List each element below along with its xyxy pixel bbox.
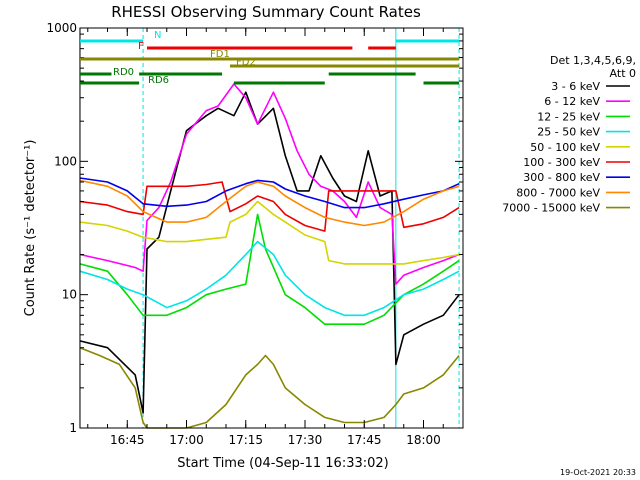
x-tick-label-5: 18:00 (406, 433, 441, 447)
flag-label-rd0: RD0 (113, 67, 134, 78)
x-axis-label: Start Time (04-Sep-11 16:33:02) (177, 456, 388, 471)
legend-label-7: 800 - 7000 keV (516, 186, 600, 199)
plot-frame (79, 27, 464, 429)
axis-ticks: 1 10 100 1000 16:45 17:00 17:15 17:30 17:45 18:00 (46, 21, 464, 447)
legend-label-6: 300 - 800 keV (523, 171, 600, 184)
series-line-0 (79, 91, 460, 414)
legend-label-4: 50 - 100 keV (530, 141, 600, 154)
series-line-3 (79, 240, 460, 317)
series-line-6 (79, 177, 460, 209)
flag-label-n: N (154, 30, 161, 41)
series-line-1 (79, 83, 460, 285)
legend-header-0: Det 1,3,4,5,6,9, (550, 54, 636, 67)
legend-label-3: 25 - 50 keV (537, 126, 600, 139)
x-tick-label-2: 17:15 (228, 433, 263, 447)
y-tick-label-1: 10 (62, 288, 77, 302)
y-tick-label-2: 100 (54, 154, 77, 168)
x-tick-label-4: 17:45 (347, 433, 382, 447)
series-line-8 (79, 346, 460, 429)
chart-title: RHESSI Observing Summary Count Rates (111, 3, 421, 21)
legend-label-5: 100 - 300 keV (523, 156, 600, 169)
series-line-7 (79, 179, 460, 227)
legend: Det 1,3,4,5,6,9,Att 0 3 - 6 keV 6 - 12 keV… (502, 54, 636, 215)
flag-label-fd2: FD2 (236, 57, 256, 68)
flag-bars: NF FD1 FD2 RD0 RD6 (80, 30, 460, 86)
y-tick-label-3: 1000 (46, 21, 77, 35)
legend-header-1: Att 0 (610, 67, 636, 80)
flag-label-rd6: RD6 (148, 75, 169, 86)
series-line-4 (79, 200, 460, 265)
y-tick-label-0: 1 (69, 421, 77, 435)
flag-label-f: F (138, 41, 144, 52)
legend-label-2: 12 - 25 keV (537, 110, 600, 123)
x-tick-label-0: 16:45 (110, 433, 145, 447)
legend-label-0: 3 - 6 keV (551, 80, 600, 93)
y-axis-label: Count Rate (s⁻¹ detector⁻¹) (23, 140, 38, 317)
legend-label-1: 6 - 12 keV (544, 95, 600, 108)
timestamp: 19-Oct-2021 20:33 (560, 468, 636, 477)
series-line-5 (79, 181, 460, 232)
flag-label-fd1: FD1 (210, 49, 230, 60)
x-tick-label-3: 17:30 (288, 433, 323, 447)
x-tick-label-1: 17:00 (169, 433, 204, 447)
series-line-2 (79, 213, 460, 326)
legend-label-8: 7000 - 15000 keV (502, 202, 600, 215)
plot-area (79, 28, 460, 429)
